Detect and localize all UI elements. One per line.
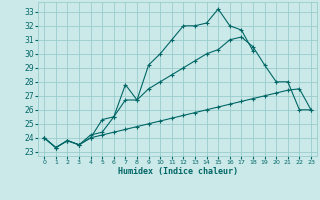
X-axis label: Humidex (Indice chaleur): Humidex (Indice chaleur) — [118, 167, 238, 176]
